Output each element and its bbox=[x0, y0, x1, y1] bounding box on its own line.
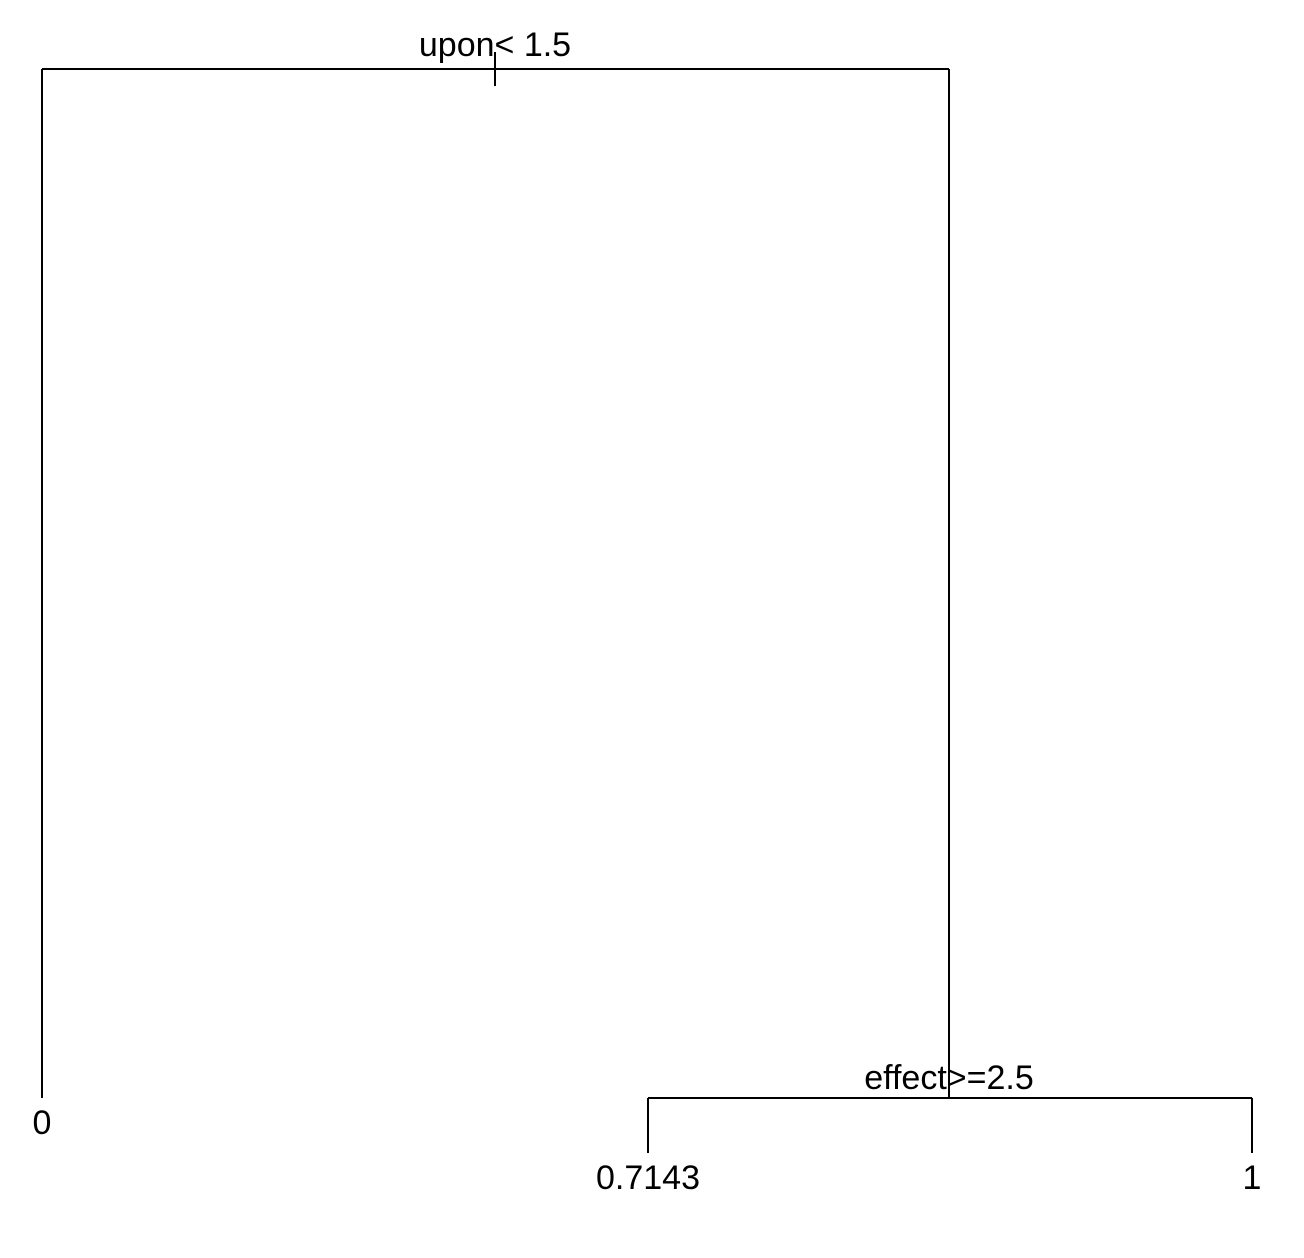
leaf-label-0-7143: 0.7143 bbox=[596, 1159, 700, 1197]
leaf-label-1: 1 bbox=[1243, 1159, 1262, 1197]
effect-split-label: effect>=2.5 bbox=[864, 1059, 1034, 1097]
root-split-label: upon< 1.5 bbox=[419, 26, 571, 64]
leaf-label-0: 0 bbox=[33, 1104, 52, 1142]
